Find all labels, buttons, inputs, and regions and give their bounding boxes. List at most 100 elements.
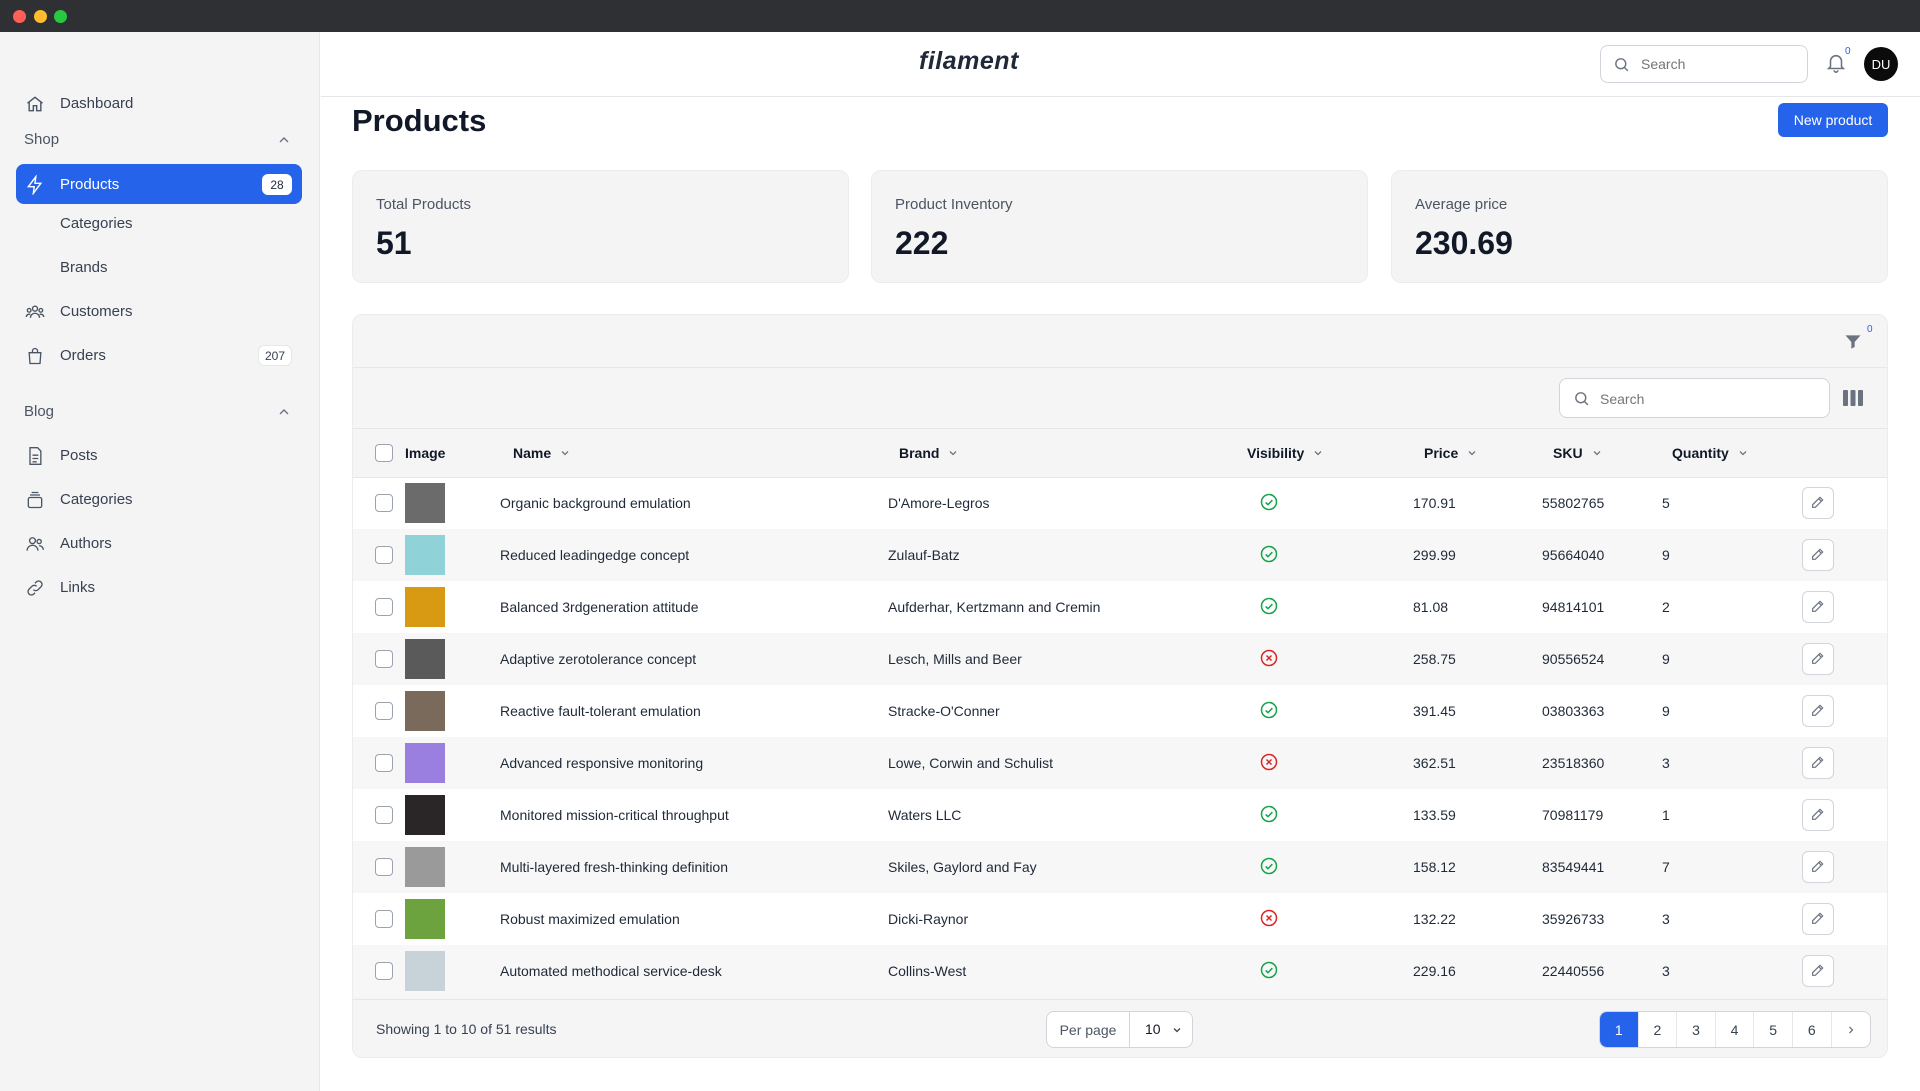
row-checkbox[interactable] bbox=[375, 806, 393, 825]
product-name[interactable]: Reactive fault-tolerant emulation bbox=[500, 703, 701, 719]
chevron-up-icon[interactable] bbox=[276, 404, 292, 420]
global-search[interactable] bbox=[1600, 45, 1808, 83]
pencil-icon bbox=[1810, 806, 1826, 825]
page-button[interactable]: 4 bbox=[1716, 1012, 1755, 1047]
row-checkbox[interactable] bbox=[375, 858, 393, 877]
page-button[interactable]: 5 bbox=[1754, 1012, 1793, 1047]
table-row[interactable]: Multi-layered fresh-thinking definition S… bbox=[353, 841, 1887, 893]
product-name[interactable]: Balanced 3rdgeneration attitude bbox=[500, 599, 699, 615]
product-name[interactable]: Reduced leadingedge concept bbox=[500, 547, 690, 563]
table-row[interactable]: Robust maximized emulation Dicki-Raynor 13… bbox=[353, 893, 1887, 945]
table-row[interactable]: Automated methodical service-desk Collins… bbox=[353, 945, 1887, 997]
product-name[interactable]: Advanced responsive monitoring bbox=[500, 755, 704, 771]
window-minimize-button[interactable] bbox=[34, 10, 47, 23]
product-name[interactable]: Multi-layered fresh-thinking definition bbox=[500, 859, 728, 875]
edit-button[interactable] bbox=[1802, 643, 1834, 675]
product-price: 362.51 bbox=[1413, 755, 1456, 771]
edit-button[interactable] bbox=[1802, 695, 1834, 727]
product-sku: 90556524 bbox=[1542, 651, 1605, 667]
page-button[interactable]: 2 bbox=[1639, 1012, 1678, 1047]
column-header-brand[interactable]: Brand bbox=[899, 445, 1247, 461]
select-all-checkbox[interactable] bbox=[375, 443, 393, 462]
shopping-bag-icon bbox=[24, 345, 46, 367]
sidebar-item-orders[interactable]: Orders 207 bbox=[16, 335, 302, 375]
table-row[interactable]: Organic background emulation D'Amore-Legr… bbox=[353, 477, 1887, 529]
global-search-input[interactable] bbox=[1641, 54, 1801, 74]
product-name[interactable]: Monitored mission-critical throughput bbox=[500, 807, 729, 823]
row-checkbox[interactable] bbox=[375, 962, 393, 981]
product-name[interactable]: Robust maximized emulation bbox=[500, 911, 680, 927]
column-header-visibility[interactable]: Visibility bbox=[1247, 445, 1413, 461]
sidebar-item-categories[interactable]: Categories bbox=[16, 203, 302, 243]
page-title: Products bbox=[352, 103, 487, 138]
row-checkbox[interactable] bbox=[375, 494, 393, 513]
product-quantity: 1 bbox=[1662, 807, 1670, 823]
edit-button[interactable] bbox=[1802, 747, 1834, 779]
sidebar-item-products[interactable]: Products 28 bbox=[16, 164, 302, 204]
row-checkbox[interactable] bbox=[375, 910, 393, 929]
column-header-label: SKU bbox=[1553, 444, 1583, 461]
edit-button[interactable] bbox=[1802, 851, 1834, 883]
window-maximize-button[interactable] bbox=[54, 10, 67, 23]
row-checkbox[interactable] bbox=[375, 598, 393, 617]
column-header-sku[interactable]: SKU bbox=[1553, 445, 1662, 461]
columns-toggle-icon[interactable] bbox=[1843, 389, 1863, 407]
link-icon bbox=[24, 577, 46, 599]
table-row[interactable]: Advanced responsive monitoring Lowe, Corw… bbox=[353, 737, 1887, 789]
sidebar-item-dashboard[interactable]: Dashboard bbox=[16, 83, 302, 123]
sidebar-item-brands[interactable]: Brands bbox=[16, 247, 302, 287]
sidebar-item-links[interactable]: Links bbox=[16, 567, 302, 607]
row-checkbox[interactable] bbox=[375, 650, 393, 669]
column-header-quantity[interactable]: Quantity bbox=[1672, 445, 1802, 461]
check-circle-icon bbox=[1259, 701, 1279, 723]
product-image bbox=[405, 639, 445, 679]
sidebar-item-blog-categories[interactable]: Categories bbox=[16, 479, 302, 519]
pencil-icon bbox=[1810, 546, 1826, 565]
edit-button[interactable] bbox=[1802, 799, 1834, 831]
sidebar-item-authors[interactable]: Authors bbox=[16, 523, 302, 563]
column-header-name[interactable]: Name bbox=[513, 445, 888, 461]
table-search[interactable] bbox=[1559, 378, 1830, 418]
product-name[interactable]: Adaptive zerotolerance concept bbox=[500, 651, 697, 667]
product-name[interactable]: Automated methodical service-desk bbox=[500, 963, 722, 979]
column-header-price[interactable]: Price bbox=[1424, 445, 1542, 461]
edit-button[interactable] bbox=[1802, 539, 1834, 571]
table-row[interactable]: Reactive fault-tolerant emulation Stracke… bbox=[353, 685, 1887, 737]
table-row[interactable]: Adaptive zerotolerance concept Lesch, Mil… bbox=[353, 633, 1887, 685]
page-button[interactable]: 1 bbox=[1600, 1012, 1639, 1047]
row-checkbox[interactable] bbox=[375, 702, 393, 721]
stat-label: Average price bbox=[1415, 196, 1508, 213]
bell-icon[interactable] bbox=[1825, 52, 1847, 74]
sidebar-item-posts[interactable]: Posts bbox=[16, 435, 302, 475]
table-row[interactable]: Reduced leadingedge concept Zulauf-Batz 29… bbox=[353, 529, 1887, 581]
page-button[interactable]: 3 bbox=[1677, 1012, 1716, 1047]
next-page-button[interactable] bbox=[1832, 1012, 1871, 1047]
sidebar-group-shop: Shop bbox=[24, 131, 60, 148]
sidebar-item-customers[interactable]: Customers bbox=[16, 291, 302, 331]
products-count-badge: 28 bbox=[262, 174, 292, 195]
new-product-button[interactable]: New product bbox=[1778, 103, 1888, 137]
product-price: 170.91 bbox=[1413, 495, 1456, 512]
filter-icon[interactable] bbox=[1843, 332, 1863, 352]
window-close-button[interactable] bbox=[13, 10, 26, 23]
stat-card: Total Products 51 bbox=[352, 170, 849, 283]
product-quantity: 9 bbox=[1662, 547, 1670, 563]
page-button[interactable]: 6 bbox=[1793, 1012, 1832, 1047]
table-search-input[interactable] bbox=[1600, 389, 1820, 409]
user-avatar[interactable]: DU bbox=[1864, 47, 1898, 81]
row-checkbox[interactable] bbox=[375, 754, 393, 773]
product-name[interactable]: Organic background emulation bbox=[500, 495, 691, 512]
chevron-up-icon[interactable] bbox=[276, 132, 292, 148]
edit-button[interactable] bbox=[1802, 591, 1834, 623]
table-row[interactable]: Monitored mission-critical throughput Wat… bbox=[353, 789, 1887, 841]
chevron-right-icon bbox=[1848, 1026, 1854, 1033]
edit-button[interactable] bbox=[1802, 487, 1834, 520]
edit-button[interactable] bbox=[1802, 903, 1834, 935]
row-checkbox[interactable] bbox=[375, 546, 393, 565]
product-quantity: 9 bbox=[1662, 703, 1670, 719]
per-page-select[interactable]: Per page 10 bbox=[1046, 1011, 1193, 1048]
edit-button[interactable] bbox=[1802, 955, 1834, 987]
app-logo[interactable]: filament bbox=[919, 47, 1019, 75]
table-row[interactable]: Balanced 3rdgeneration attitude Aufderhar… bbox=[353, 581, 1887, 633]
